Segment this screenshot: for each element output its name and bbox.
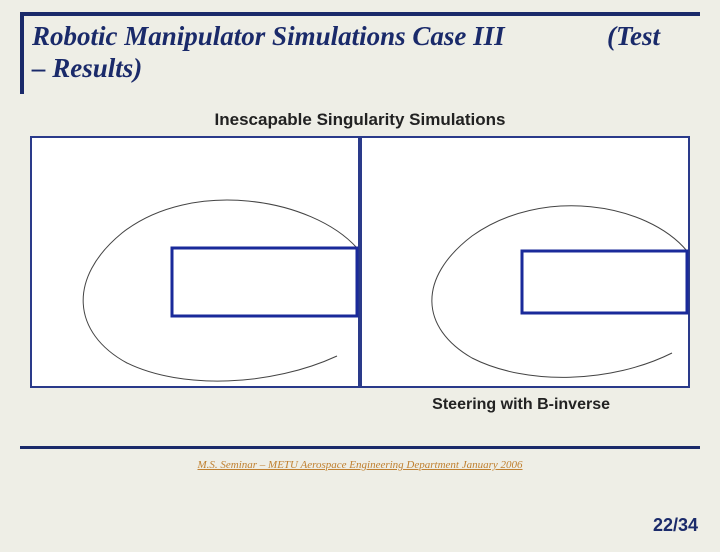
title-bar: Robotic Manipulator Simulations Case III… bbox=[20, 12, 700, 94]
footer-divider bbox=[20, 446, 700, 449]
title-right: (Test bbox=[607, 20, 700, 85]
plot-right-curve bbox=[432, 206, 687, 378]
plot-left-svg bbox=[32, 138, 362, 390]
plot-right-rect bbox=[522, 251, 687, 313]
plot-left bbox=[30, 136, 360, 388]
plot-right bbox=[360, 136, 690, 388]
page-number: 22/34 bbox=[653, 515, 698, 536]
slide-title: Robotic Manipulator Simulations Case III… bbox=[32, 20, 700, 85]
caption: Steering with B-inverse bbox=[0, 396, 720, 414]
footer-text: M.S. Seminar – METU Aerospace Engineerin… bbox=[0, 459, 720, 471]
plot-right-svg bbox=[362, 138, 692, 390]
subtitle: Inescapable Singularity Simulations bbox=[0, 110, 720, 130]
plot-left-rect bbox=[172, 248, 357, 316]
title-left: Robotic Manipulator Simulations Case III… bbox=[32, 20, 512, 85]
plot-left-curve bbox=[83, 200, 357, 381]
plot-row bbox=[0, 136, 720, 388]
